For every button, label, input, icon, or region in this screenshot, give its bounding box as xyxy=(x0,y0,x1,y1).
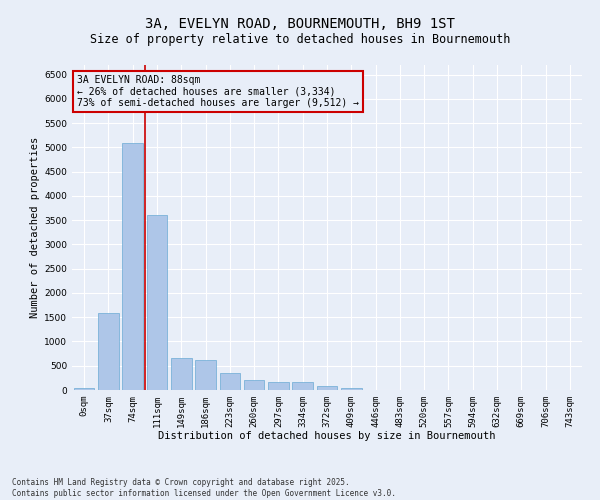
Bar xyxy=(317,386,337,390)
Bar xyxy=(220,372,240,390)
Bar xyxy=(341,388,362,390)
Bar xyxy=(122,142,143,390)
Y-axis label: Number of detached properties: Number of detached properties xyxy=(30,137,40,318)
Text: 3A, EVELYN ROAD, BOURNEMOUTH, BH9 1ST: 3A, EVELYN ROAD, BOURNEMOUTH, BH9 1ST xyxy=(145,18,455,32)
Bar xyxy=(268,382,289,390)
Bar xyxy=(74,388,94,390)
Bar xyxy=(244,380,265,390)
X-axis label: Distribution of detached houses by size in Bournemouth: Distribution of detached houses by size … xyxy=(158,432,496,442)
Bar xyxy=(98,314,119,390)
Bar xyxy=(292,382,313,390)
Bar xyxy=(146,216,167,390)
Text: Size of property relative to detached houses in Bournemouth: Size of property relative to detached ho… xyxy=(90,32,510,46)
Bar xyxy=(171,358,191,390)
Text: Contains HM Land Registry data © Crown copyright and database right 2025.
Contai: Contains HM Land Registry data © Crown c… xyxy=(12,478,396,498)
Bar xyxy=(195,360,216,390)
Text: 3A EVELYN ROAD: 88sqm
← 26% of detached houses are smaller (3,334)
73% of semi-d: 3A EVELYN ROAD: 88sqm ← 26% of detached … xyxy=(77,74,359,108)
